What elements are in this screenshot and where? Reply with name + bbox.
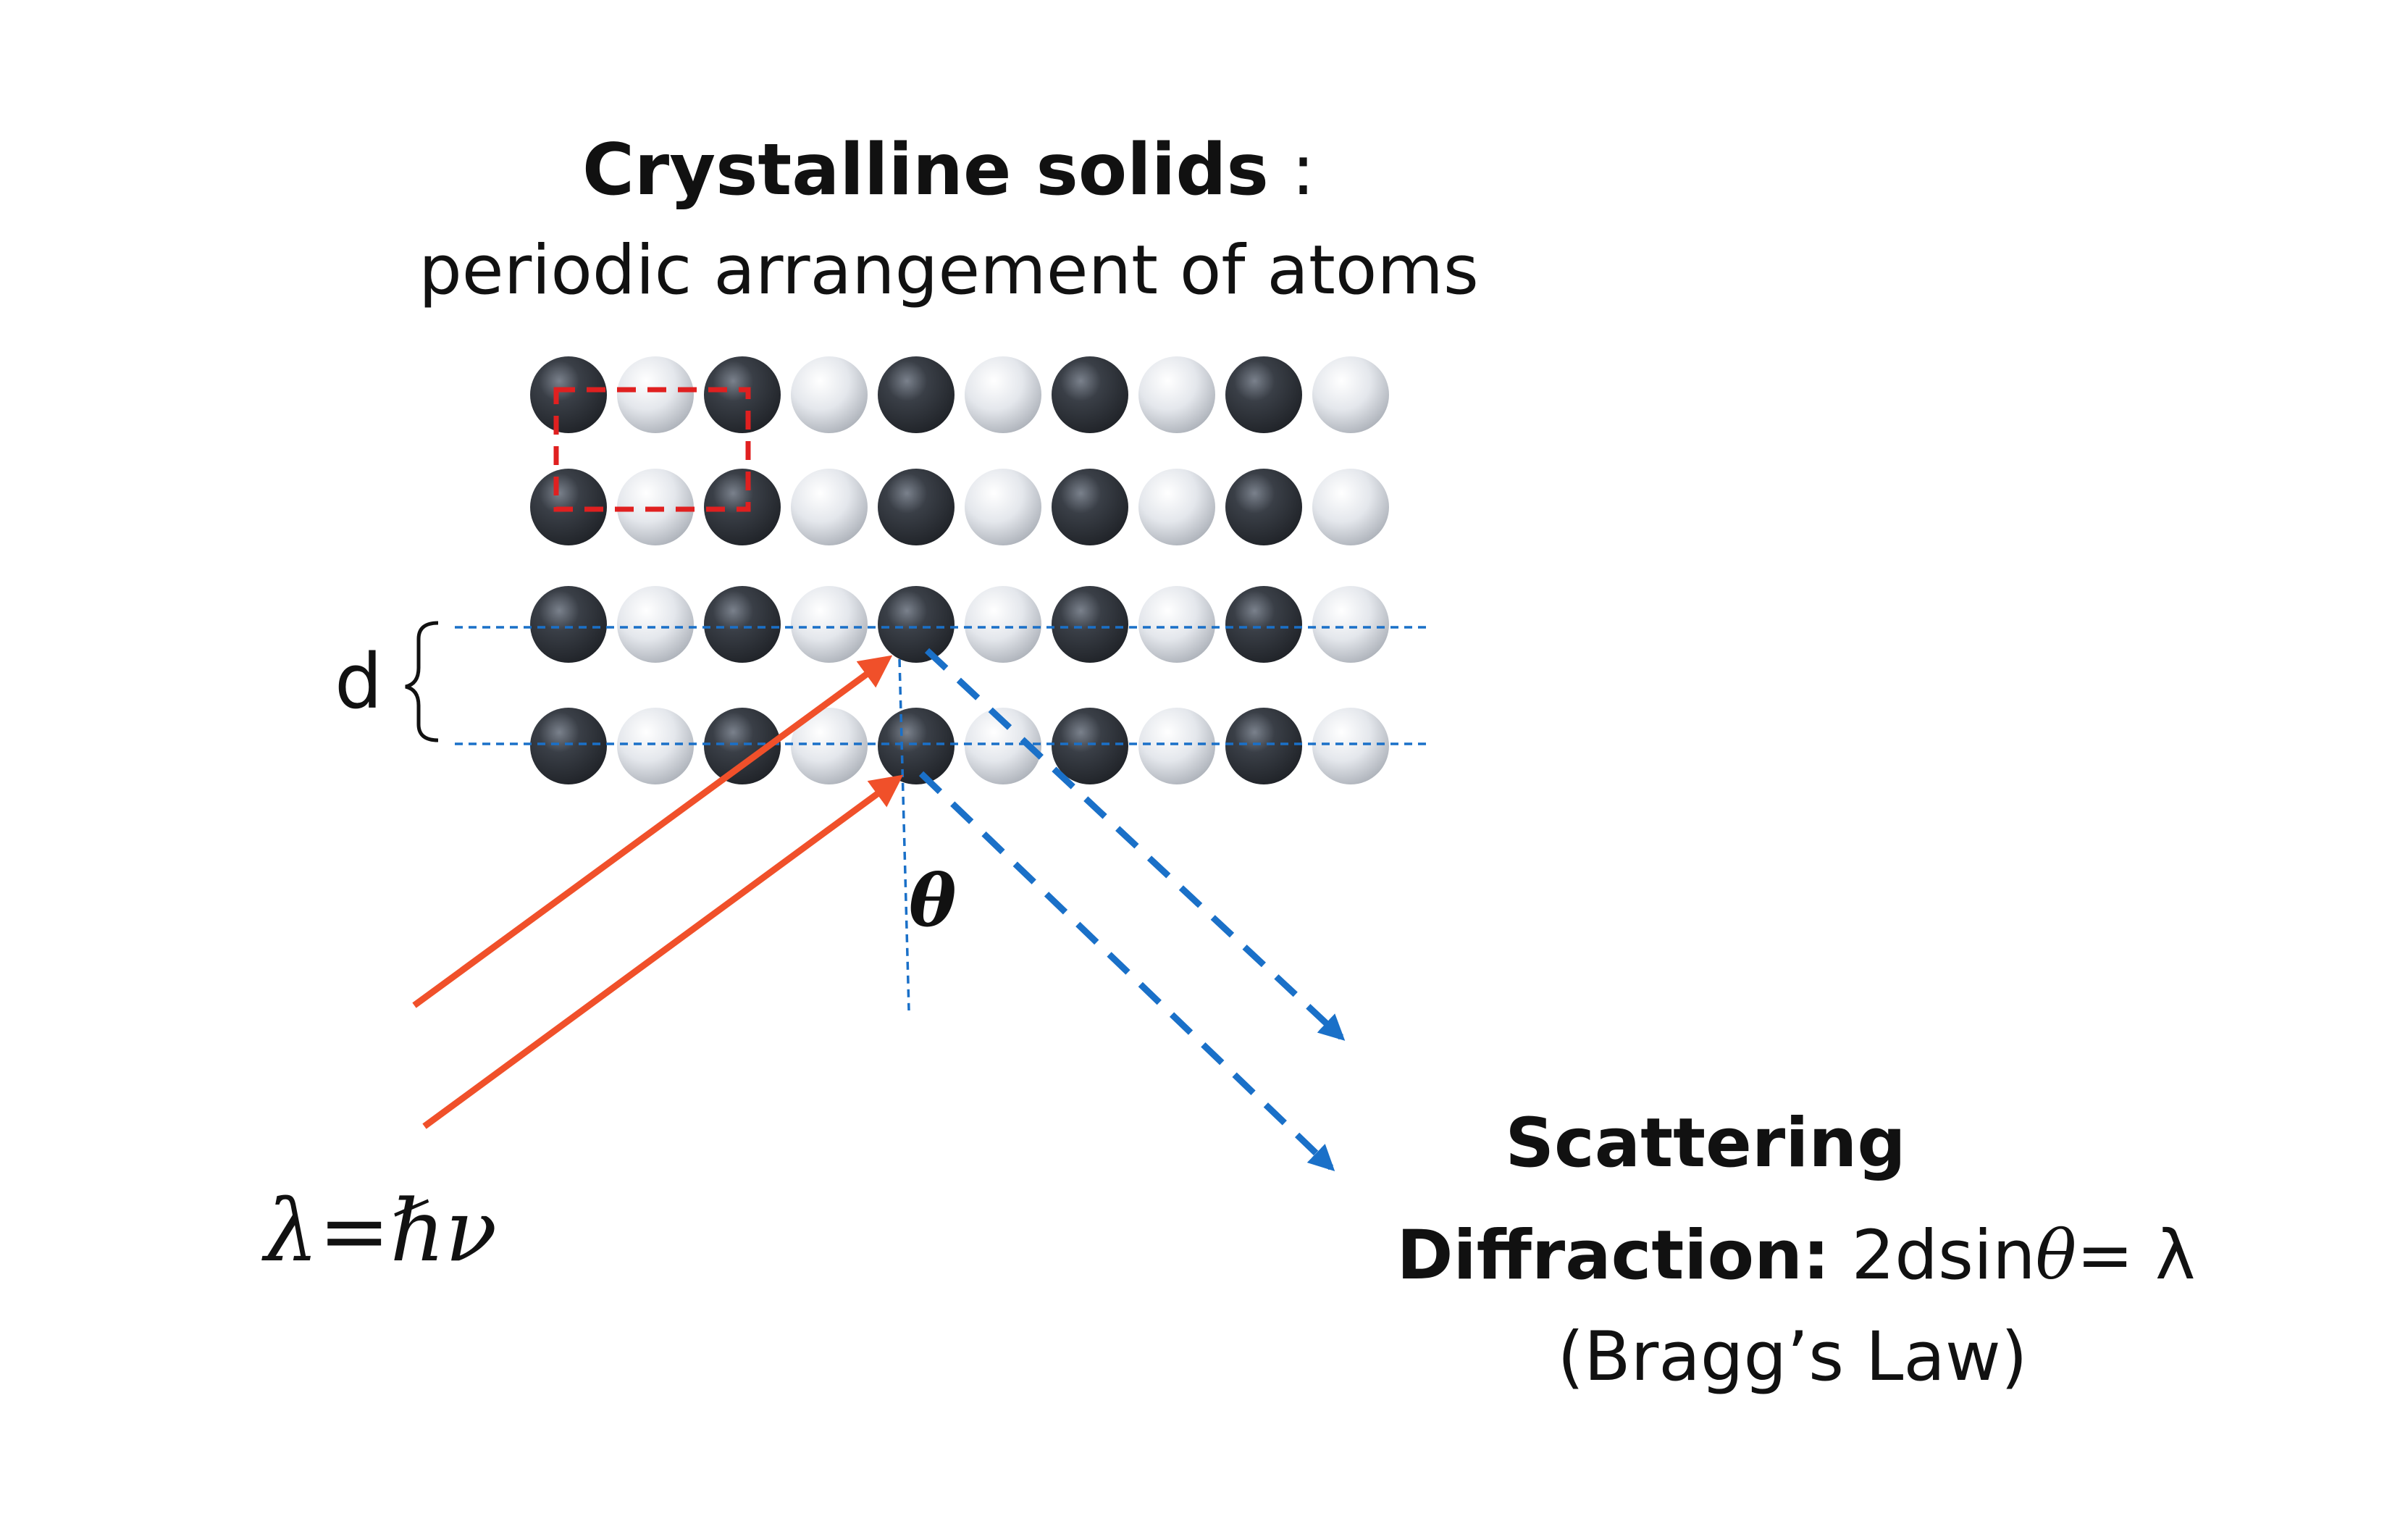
scattered-ray-2 [918, 771, 1335, 1171]
incident-label: λ=ℏν [261, 1181, 497, 1281]
atom-dark [878, 469, 955, 545]
incident-ray-1 [412, 655, 893, 1008]
atom-dark [878, 586, 955, 663]
angle-label: θ [909, 860, 956, 943]
atom-light [791, 469, 868, 545]
atom-light [1312, 586, 1389, 663]
diffraction-line: Diffraction: 2dsinθ= λ [1396, 1216, 2195, 1295]
diffraction-formula-a: 2dsin [1830, 1216, 2036, 1295]
diffraction-label: Diffraction: [1396, 1216, 1829, 1295]
atom-light [1138, 469, 1215, 545]
atom-light [791, 708, 868, 784]
atom-light [617, 356, 694, 433]
scattering-label: Scattering [1505, 1104, 1905, 1183]
atom-dark [704, 586, 781, 663]
atom-light [1312, 708, 1389, 784]
atom-light [617, 586, 694, 663]
atom-dark [1052, 586, 1128, 663]
atom-lattice [530, 356, 1389, 784]
atom-light [791, 356, 868, 433]
atom-dark [530, 356, 607, 433]
atom-light [965, 586, 1041, 663]
diffraction-formula-theta: θ [2036, 1216, 2077, 1295]
normal-line [898, 658, 910, 1011]
atom-light [791, 586, 868, 663]
atom-light [1138, 586, 1215, 663]
atom-light [1138, 356, 1215, 433]
diffraction-formula-b: = λ [2076, 1216, 2195, 1295]
title: Crystalline solids : [582, 129, 1315, 212]
unit-cell-box [553, 387, 751, 512]
title-bold: Crystalline solids [582, 129, 1269, 212]
subtitle: periodic arrangement of atoms [419, 231, 1479, 310]
atom-dark [530, 708, 607, 784]
atom-dark [704, 708, 781, 784]
atom-light [965, 708, 1041, 784]
atom-light [965, 356, 1041, 433]
atom-light [965, 469, 1041, 545]
atom-light [1138, 708, 1215, 784]
atom-dark [1225, 356, 1302, 433]
incident-ray-2 [422, 774, 904, 1129]
spacing-brace [405, 621, 439, 742]
atom-dark [1225, 708, 1302, 784]
title-suffix: : [1269, 129, 1315, 212]
atom-light [617, 708, 694, 784]
atom-dark [878, 708, 955, 784]
atom-dark [1052, 356, 1128, 433]
atom-dark [704, 356, 781, 433]
atom-dark [1052, 708, 1128, 784]
bragg-law-label: (Bragg’s Law) [1557, 1318, 2027, 1397]
atom-dark [878, 356, 955, 433]
scattered-ray-1 [924, 648, 1346, 1041]
atom-dark [1225, 586, 1302, 663]
atom-light [1312, 469, 1389, 545]
atom-light [1312, 356, 1389, 433]
atom-dark [1052, 469, 1128, 545]
spacing-label: d [335, 637, 382, 726]
atom-dark [530, 586, 607, 663]
atom-dark [1225, 469, 1302, 545]
